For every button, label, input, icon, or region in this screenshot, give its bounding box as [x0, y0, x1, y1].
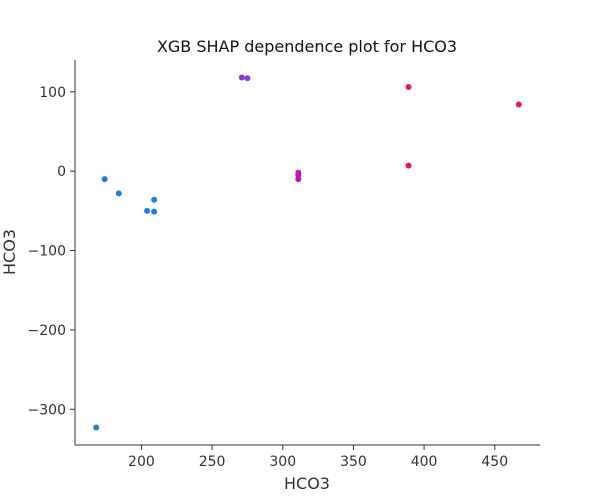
x-tick-label: 350: [340, 454, 367, 470]
y-axis-label: HCO3: [0, 229, 19, 275]
scatter-point: [115, 190, 122, 197]
x-tick-label: 200: [128, 454, 155, 470]
scatter-point: [238, 74, 245, 81]
scatter-point: [101, 176, 108, 183]
y-tick-label: 100: [39, 85, 66, 101]
x-axis-ticks: 200 250 300 350 400 450: [128, 445, 508, 470]
x-tick-label: 300: [269, 454, 296, 470]
x-tick-label: 400: [411, 454, 438, 470]
scatter-point: [405, 83, 412, 90]
scatter-point: [515, 101, 522, 108]
y-tick-label: 0: [57, 164, 66, 180]
x-tick-label: 450: [481, 454, 508, 470]
x-tick-label: 250: [199, 454, 226, 470]
x-axis-label: HCO3: [284, 474, 330, 493]
y-axis-ticks: 100 0 −100 −200 −300: [28, 85, 75, 418]
scatter-point: [295, 176, 302, 183]
y-tick-label: −100: [28, 244, 66, 260]
chart-title: XGB SHAP dependence plot for HCO3: [157, 37, 457, 56]
scatter-point: [144, 207, 151, 214]
scatter-point: [151, 196, 158, 203]
scatter-point: [244, 75, 251, 82]
scatter-point: [151, 208, 158, 215]
plot-area: [93, 74, 522, 431]
y-tick-label: −300: [28, 402, 66, 418]
scatter-point: [93, 424, 100, 431]
scatter-point: [405, 162, 412, 169]
y-tick-label: −200: [28, 323, 66, 339]
